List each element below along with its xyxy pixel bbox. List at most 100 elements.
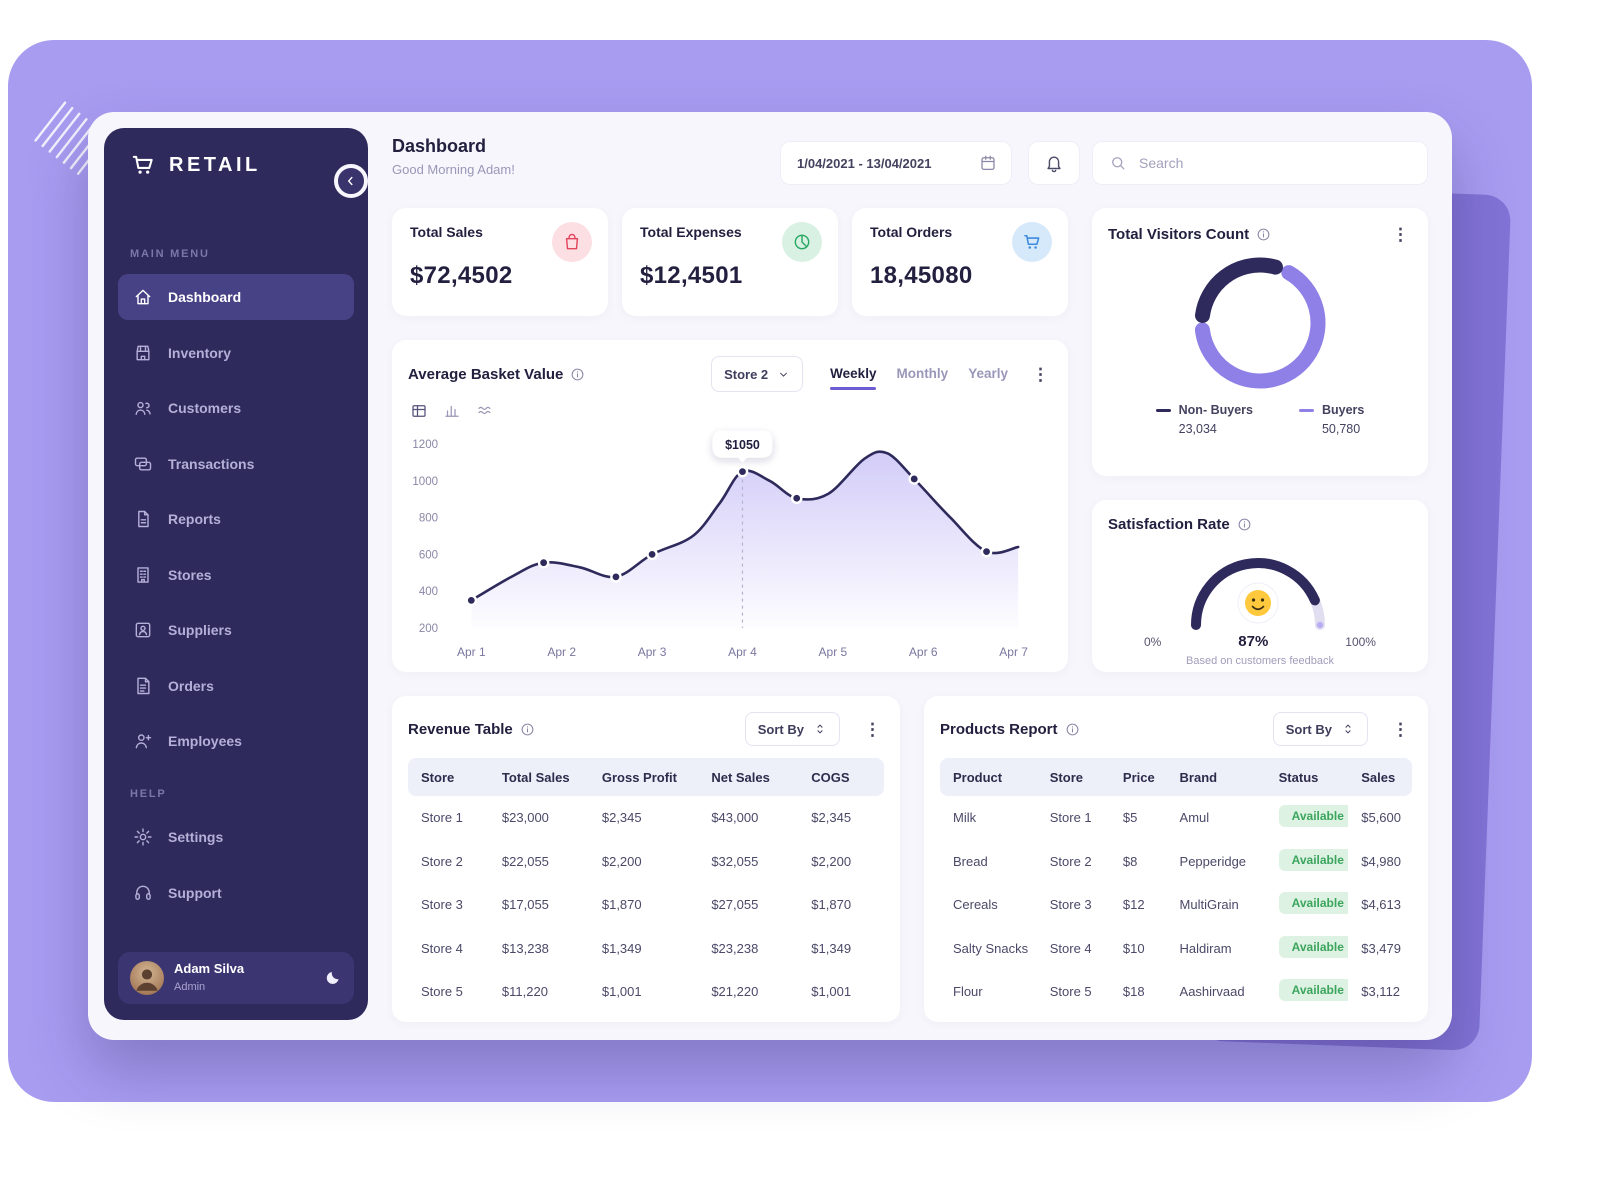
- products-menu-button[interactable]: ⋮: [1387, 719, 1414, 740]
- cell: MultiGrain: [1179, 897, 1239, 913]
- x-axis-label: Apr 7: [999, 645, 1028, 659]
- sidebar-item-reports[interactable]: Reports: [118, 496, 354, 542]
- kpi-value: 18,45080: [870, 262, 973, 289]
- user-role: Admin: [174, 981, 206, 993]
- sidebar-item-inventory[interactable]: Inventory: [118, 330, 354, 376]
- data-point: [736, 465, 749, 478]
- legend-label: Non- Buyers: [1178, 403, 1253, 417]
- cell: $1,870: [601, 897, 642, 913]
- status-badge: Available: [1278, 935, 1349, 958]
- area-chart-view-icon[interactable]: [476, 402, 494, 420]
- x-axis-label: Apr 2: [547, 645, 576, 659]
- home-icon: [133, 287, 153, 307]
- sidebar-item-orders[interactable]: Orders: [118, 663, 354, 709]
- visitors-menu-button[interactable]: ⋮: [1387, 224, 1414, 245]
- basket-menu-button[interactable]: ⋮: [1027, 364, 1054, 385]
- sidebar-item-label: Inventory: [168, 344, 232, 361]
- cell: Available: [1266, 848, 1349, 874]
- sidebar: Retail MAIN MENU Dashboard Inventory Custo…: [104, 128, 368, 1020]
- brand-logo: Retail: [104, 128, 368, 178]
- sidebar-item-dashboard[interactable]: Dashboard: [118, 274, 354, 320]
- info-icon[interactable]: [520, 722, 535, 737]
- revenue-sort-select[interactable]: Sort By: [744, 712, 840, 746]
- sidebar-item-suppliers[interactable]: Suppliers: [118, 607, 354, 653]
- x-axis-label: Apr 3: [638, 645, 667, 659]
- basket-period-tabs: Weekly Monthly Yearly: [830, 365, 1008, 390]
- search-input[interactable]: [1137, 154, 1411, 172]
- sidebar-collapse-button[interactable]: [334, 164, 368, 198]
- sidebar-item-transactions[interactable]: Transactions: [118, 441, 354, 487]
- table-row: Bread Store 2 $8 Pepperidge Available $4,980: [940, 840, 1412, 884]
- notifications-button[interactable]: [1028, 141, 1080, 185]
- tooltip-pointer: [737, 457, 748, 463]
- column-header-gross-profit: Gross Profit: [601, 769, 677, 785]
- y-axis-label: 200: [419, 623, 438, 635]
- transactions-icon: [133, 454, 153, 474]
- area-fill: [471, 451, 1019, 628]
- sidebar-item-support[interactable]: Support: [118, 870, 354, 916]
- gear-icon: [133, 827, 153, 847]
- kpi-total-expenses: Total Expenses $12,4501: [622, 208, 838, 316]
- cell: $12: [1122, 897, 1145, 913]
- cell: $21,220: [711, 984, 759, 1000]
- sidebar-item-stores[interactable]: Stores: [118, 552, 354, 598]
- satisfaction-gauge: [1092, 541, 1428, 633]
- employee-icon: [133, 731, 153, 751]
- dark-mode-moon-icon[interactable]: [324, 969, 342, 987]
- status-badge: Available: [1278, 979, 1349, 1002]
- data-point: [465, 594, 478, 607]
- date-range-picker[interactable]: 1/04/2021 - 13/04/2021: [780, 141, 1012, 185]
- cell: $5,600: [1361, 810, 1401, 826]
- tab-monthly[interactable]: Monthly: [896, 365, 949, 381]
- cell: Store 1: [1049, 810, 1092, 826]
- tab-yearly[interactable]: Yearly: [968, 365, 1008, 381]
- cell: Milk: [953, 810, 977, 826]
- sidebar-item-customers[interactable]: Customers: [118, 385, 354, 431]
- app-window: Retail MAIN MENU Dashboard Inventory Custo…: [88, 112, 1452, 1040]
- bell-icon: [1044, 153, 1064, 173]
- sidebar-item-settings[interactable]: Settings: [118, 814, 354, 860]
- store-filter-select[interactable]: Store 2: [711, 356, 804, 392]
- info-icon[interactable]: [1237, 517, 1252, 532]
- sidebar-item-label: Suppliers: [168, 622, 232, 638]
- status-badge: Available: [1278, 848, 1349, 871]
- cell: $2,200: [601, 853, 642, 869]
- bar-chart-view-icon[interactable]: [443, 402, 461, 420]
- data-point: [908, 473, 921, 485]
- cell: $1,349: [601, 940, 642, 956]
- kpi-label: Total Orders: [870, 224, 953, 240]
- legend-swatch-buyers: [1298, 408, 1314, 412]
- data-point: [537, 556, 550, 569]
- cell: $27,055: [711, 897, 759, 913]
- table-view-icon[interactable]: [410, 402, 428, 420]
- gauge-note: Based on customers feedback: [1186, 655, 1334, 667]
- main-menu: Dashboard Inventory Customers Transactions R…: [104, 274, 368, 764]
- cell: Aashirvaad: [1179, 984, 1245, 1000]
- column-header-price: Price: [1122, 769, 1155, 785]
- user-profile-card[interactable]: Adam Silva Admin: [118, 952, 354, 1004]
- cell: Available: [1266, 979, 1349, 1004]
- info-icon[interactable]: [1256, 227, 1271, 242]
- info-icon[interactable]: [1065, 722, 1080, 737]
- info-icon[interactable]: [570, 367, 585, 382]
- cell: Flour: [953, 984, 983, 1000]
- sidebar-item-employees[interactable]: Employees: [118, 718, 354, 764]
- avatar: [130, 961, 164, 995]
- tab-weekly[interactable]: Weekly: [830, 365, 877, 390]
- sidebar-item-label: Employees: [168, 733, 242, 749]
- products-sort-select[interactable]: Sort By: [1272, 712, 1368, 746]
- x-axis-label: Apr 5: [819, 645, 848, 659]
- sort-icon: [1341, 722, 1355, 736]
- sidebar-item-label: Transactions: [168, 455, 255, 472]
- data-point: [980, 545, 993, 558]
- revenue-menu-button[interactable]: ⋮: [859, 719, 886, 740]
- kpi-value: $72,4502: [410, 262, 513, 289]
- gauge-min: 0%: [1144, 635, 1162, 649]
- cell: $1,349: [811, 940, 852, 956]
- cell: Store 2: [1049, 853, 1092, 869]
- cell: Store 5: [421, 984, 463, 1000]
- table-row: Milk Store 1 $5 Amul Available $5,600: [940, 796, 1412, 840]
- cart-logo-icon: [130, 152, 156, 178]
- page-title: Dashboard: [392, 136, 487, 156]
- products-title: Products Report: [940, 720, 1058, 738]
